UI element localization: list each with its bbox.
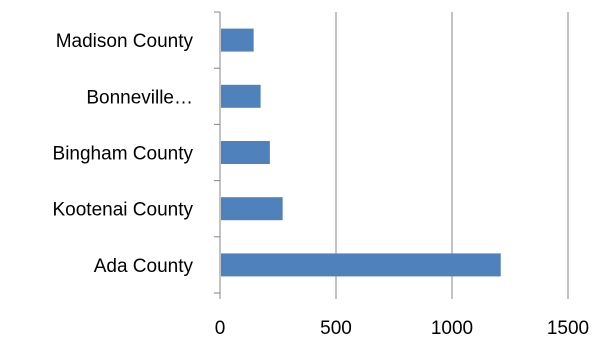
axes [214,11,569,299]
x-tick-label: 0 [215,318,226,339]
category-label: Bonneville… [86,87,193,108]
bars [221,28,501,277]
gridlines [335,12,569,293]
x-tick-label: 500 [320,318,352,339]
bar [221,28,254,52]
x-tick-label: 1500 [547,318,589,339]
category-label: Ada County [94,256,194,277]
bar [221,253,501,277]
category-label: Kootenai County [53,200,194,221]
category-label: Bingham County [53,144,194,165]
bar [221,84,261,108]
x-tick-label: 1000 [431,318,473,339]
category-labels: Ada County Kootenai County Bingham County B… [53,31,194,277]
bar [221,141,270,164]
bar [221,197,283,221]
category-label: Madison County [56,31,194,52]
tick-labels: 0 500 1000 1500 [215,318,589,339]
